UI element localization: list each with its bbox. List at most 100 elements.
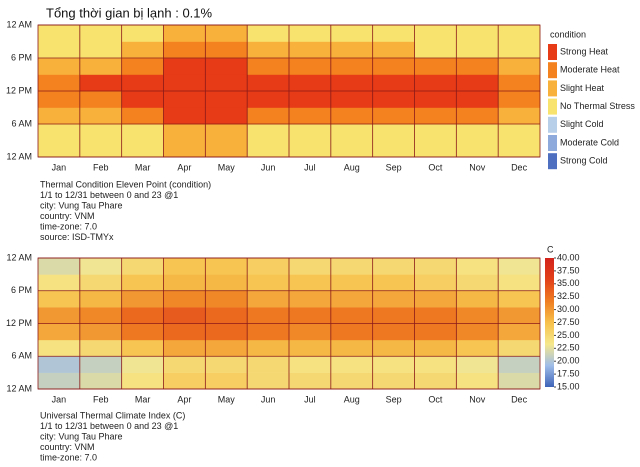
x-tick-label: Nov: [469, 394, 486, 404]
colorbar-label: 35.00: [557, 278, 580, 288]
plot-frame: [37, 24, 541, 158]
heat-cell: [330, 107, 373, 125]
heat-cell: [79, 290, 122, 308]
heat-cell: [289, 307, 332, 324]
heat-cell: [330, 124, 373, 141]
heat-cell: [163, 372, 206, 390]
heat-cell: [247, 307, 290, 324]
heat-cell: [121, 140, 164, 158]
heat-cell: [121, 124, 164, 141]
legend-swatch: [548, 135, 557, 151]
colorbar-label: 40.00: [557, 252, 580, 262]
heat-cell: [79, 307, 122, 324]
heat-cell: [38, 107, 81, 125]
heat-cell: [414, 140, 457, 158]
colorbar-label: 37.50: [557, 265, 580, 275]
heat-cell: [79, 74, 122, 92]
colorbar-label: 20.00: [557, 356, 580, 366]
heat-cell: [79, 274, 122, 292]
heat-cell: [456, 107, 499, 125]
heat-cell: [247, 356, 290, 373]
heat-cell: [289, 258, 332, 275]
heat-cell: [456, 25, 499, 42]
heat-cell: [121, 258, 164, 275]
heat-cell: [372, 25, 415, 42]
heat-cell: [38, 91, 81, 108]
legend-label: Strong Cold: [560, 156, 608, 166]
heat-cell: [121, 58, 164, 75]
x-tick-label: May: [218, 394, 236, 404]
colorbar: [545, 258, 554, 387]
heat-cell: [498, 290, 541, 308]
heat-cell: [498, 107, 541, 125]
heat-cell: [372, 258, 415, 275]
heat-cell: [456, 58, 499, 75]
heat-cell: [456, 356, 499, 373]
heat-cell: [38, 307, 81, 324]
x-tick-label: Apr: [177, 162, 191, 172]
heat-cell: [289, 323, 332, 341]
heat-cell: [414, 25, 457, 42]
legend-swatch: [548, 116, 557, 133]
x-tick-label: Oct: [428, 394, 443, 404]
heat-cell: [163, 323, 206, 341]
heat-cell: [121, 307, 164, 324]
colorbar-label: 25.00: [557, 330, 580, 340]
heat-cell: [414, 107, 457, 125]
chart-note: country: VNM: [40, 211, 95, 221]
heat-cell: [205, 74, 248, 92]
heat-cell: [121, 107, 164, 125]
heat-cell: [205, 41, 248, 59]
heat-cell: [330, 290, 373, 308]
y-tick-label: 12 PM: [6, 85, 32, 95]
heat-cell: [414, 274, 457, 292]
heat-cell: [372, 74, 415, 92]
heat-cell: [247, 274, 290, 292]
chart-note: time-zone: 7.0: [40, 221, 97, 231]
heat-cell: [121, 41, 164, 59]
x-tick-label: Apr: [177, 394, 191, 404]
heat-cell: [289, 290, 332, 308]
heat-cell: [163, 91, 206, 108]
x-tick-label: Jun: [261, 394, 276, 404]
legend-label: Moderate Heat: [560, 65, 620, 75]
x-tick-label: Jul: [304, 162, 316, 172]
heat-cell: [330, 372, 373, 390]
heat-cell: [372, 323, 415, 341]
heat-cell: [38, 41, 81, 59]
heat-cell: [79, 91, 122, 108]
heat-cell: [414, 307, 457, 324]
heat-cell: [456, 41, 499, 59]
heat-cell: [38, 74, 81, 92]
heat-cell: [121, 74, 164, 92]
heat-cell: [498, 339, 541, 357]
heat-cell: [163, 107, 206, 125]
heat-cell: [205, 25, 248, 42]
heat-cell: [372, 140, 415, 158]
heat-cell: [289, 140, 332, 158]
heat-cell: [205, 290, 248, 308]
heat-cell: [498, 323, 541, 341]
heat-cell: [205, 307, 248, 324]
heat-cell: [247, 91, 290, 108]
heat-cell: [414, 356, 457, 373]
x-tick-label: Oct: [428, 162, 443, 172]
heat-cell: [414, 323, 457, 341]
heat-cell: [79, 58, 122, 75]
heat-cell: [205, 140, 248, 158]
heat-cell: [163, 74, 206, 92]
heat-cell: [247, 323, 290, 341]
heat-cell: [498, 74, 541, 92]
heat-cell: [414, 290, 457, 308]
heat-cell: [289, 274, 332, 292]
heat-cell: [456, 124, 499, 141]
x-tick-label: Feb: [93, 394, 109, 404]
colorbar-label: 30.00: [557, 304, 580, 314]
x-tick-label: Aug: [344, 162, 360, 172]
chart-note: city: Vung Tau Phare: [40, 200, 123, 210]
heat-cell: [79, 339, 122, 357]
heat-cell: [38, 258, 81, 275]
y-tick-label: 12 PM: [6, 318, 32, 328]
heat-cell: [498, 356, 541, 373]
